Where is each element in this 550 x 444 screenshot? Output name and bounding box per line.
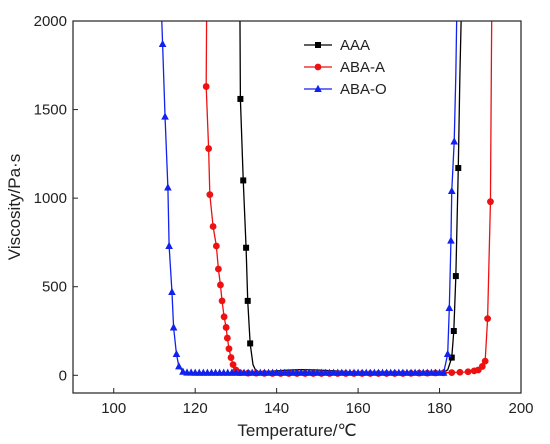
- data-point-aaa: [247, 340, 254, 347]
- y-tick-label: 2000: [34, 13, 67, 30]
- data-point-aba-o: [439, 368, 448, 376]
- data-point-aba-a: [481, 357, 489, 365]
- data-point-aba-a: [212, 242, 220, 250]
- x-tick-label: 160: [346, 400, 371, 417]
- legend-label: AAA: [340, 37, 370, 54]
- x-axis-title: Temperature/℃: [237, 421, 356, 440]
- data-point-aba-o: [165, 241, 173, 249]
- data-point-aba-o: [447, 186, 456, 195]
- data-point-aba-a: [220, 313, 228, 321]
- data-point-aba-a: [487, 198, 494, 206]
- legend-marker-aba-o: [314, 84, 322, 92]
- data-point-aaa: [455, 165, 462, 172]
- legend: AAA ABA-A ABA-O: [304, 37, 387, 98]
- data-point-aba-o: [445, 303, 454, 311]
- data-point-aaa: [450, 328, 457, 334]
- data-point-aba-o: [158, 39, 167, 48]
- legend-label: ABA-O: [340, 81, 387, 98]
- y-tick-label: 1000: [34, 190, 67, 207]
- data-point-aba-a: [227, 354, 235, 361]
- y-tick-label: 1500: [34, 102, 67, 119]
- data-point-aba-a: [209, 223, 217, 230]
- data-point-aba-a: [218, 297, 226, 305]
- data-point-aba-a: [456, 368, 464, 376]
- legend-label: ABA-A: [340, 59, 385, 76]
- y-tick-label: 500: [42, 279, 67, 296]
- data-point-aba-a: [217, 281, 224, 289]
- legend-item-aba-a: ABA-A: [304, 59, 385, 76]
- series-aba-o: [158, 21, 459, 376]
- data-point-aaa: [244, 297, 251, 304]
- series-layer: [158, 21, 494, 377]
- data-point-aba-a: [222, 324, 230, 331]
- plot-frame: [72, 20, 522, 394]
- data-point-aba-o: [168, 287, 176, 296]
- data-point-aba-o: [450, 137, 459, 145]
- legend-item-aba-o: ABA-O: [304, 81, 387, 98]
- data-point-aba-a: [448, 369, 456, 377]
- data-point-aaa: [452, 273, 459, 280]
- data-point-aba-a: [229, 361, 237, 369]
- legend-marker-aba-a: [314, 63, 322, 71]
- x-tick-label: 120: [183, 400, 208, 417]
- y-tick-label: 0: [59, 367, 67, 384]
- data-point-aba-a: [464, 368, 472, 376]
- data-point-aaa: [237, 95, 244, 102]
- data-point-aaa: [243, 244, 250, 251]
- data-point-aba-a: [202, 83, 210, 90]
- data-point-aba-a: [223, 334, 231, 342]
- data-point-aba-a: [206, 191, 214, 199]
- data-point-aba-a: [214, 265, 222, 273]
- data-point-aba-o: [164, 183, 172, 191]
- data-point-aba-a: [484, 315, 492, 322]
- x-tick-label: 180: [427, 400, 452, 417]
- data-point-aba-o: [175, 362, 183, 370]
- data-point-aba-o: [172, 349, 181, 358]
- data-point-aba-o: [443, 349, 452, 358]
- data-point-aba-a: [205, 145, 213, 152]
- x-tick-label: 100: [101, 400, 126, 417]
- legend-marker-aaa: [315, 42, 321, 48]
- data-point-aba-o: [161, 112, 169, 120]
- data-point-aba-o: [169, 323, 178, 331]
- data-point-aba-o: [447, 236, 455, 244]
- legend-item-aaa: AAA: [304, 37, 370, 54]
- x-tick-label: 200: [508, 400, 533, 417]
- x-tick-label: 140: [264, 400, 289, 417]
- data-point-aaa: [448, 354, 455, 361]
- data-point-aba-a: [225, 345, 233, 353]
- y-axis-title: Viscosity/Pa·s: [5, 154, 24, 260]
- data-point-aba-a: [478, 363, 486, 370]
- data-point-aaa: [240, 177, 247, 184]
